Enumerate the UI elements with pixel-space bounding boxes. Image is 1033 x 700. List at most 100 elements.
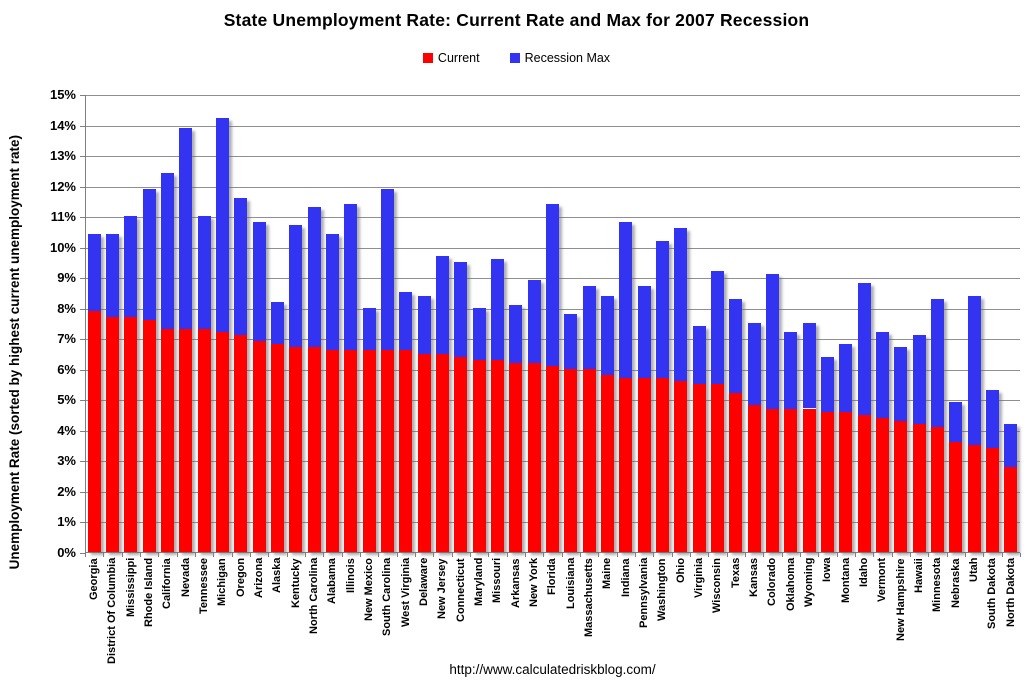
bar-montana bbox=[839, 344, 853, 552]
x-label-minnesota: Minnesota bbox=[931, 558, 944, 613]
bar-north-dakota bbox=[1004, 423, 1018, 552]
x-label-slot: Virginia bbox=[690, 558, 708, 698]
x-tick bbox=[470, 553, 471, 557]
current-segment bbox=[876, 417, 889, 552]
gridline-12pct bbox=[85, 186, 1020, 188]
x-label-slot: North Dakota bbox=[1002, 558, 1020, 698]
current-segment bbox=[124, 316, 138, 552]
bar-virginia bbox=[692, 326, 706, 552]
y-tick-label-5pct: 5% bbox=[57, 392, 76, 408]
x-label-slot: Georgia bbox=[85, 558, 103, 698]
x-tick bbox=[488, 553, 490, 557]
x-label-kansas: Kansas bbox=[748, 558, 761, 598]
x-label-louisiana: Louisiana bbox=[564, 558, 577, 610]
recession-max-segment bbox=[142, 188, 156, 320]
recession-max-segment bbox=[637, 286, 651, 378]
current-segment bbox=[161, 329, 174, 552]
recession-max-segment bbox=[161, 173, 174, 330]
x-label-oregon: Oregon bbox=[234, 558, 247, 598]
bar-north-carolina bbox=[307, 206, 321, 552]
current-segment bbox=[894, 420, 908, 552]
x-label-iowa: Iowa bbox=[821, 558, 834, 583]
x-label-slot: Tennessee bbox=[195, 558, 213, 698]
current-segment bbox=[197, 329, 211, 552]
bar-west-virginia bbox=[399, 292, 413, 552]
x-label-north-carolina: North Carolina bbox=[308, 558, 321, 635]
x-label-wyoming: Wyoming bbox=[803, 558, 816, 608]
x-label-slot: New York bbox=[525, 558, 543, 698]
recession-max-segment bbox=[747, 323, 761, 406]
x-label-hawaii: Hawaii bbox=[913, 558, 926, 593]
bar-georgia bbox=[87, 234, 101, 552]
x-label-slot: Mississippi bbox=[122, 558, 140, 698]
current-segment bbox=[179, 329, 193, 552]
bar-tennessee bbox=[197, 216, 211, 552]
x-label-new-hampshire: New Hampshire bbox=[894, 558, 907, 641]
bar-california bbox=[161, 173, 174, 552]
y-tick-3pct bbox=[80, 461, 85, 463]
x-label-slot: North Carolina bbox=[305, 558, 323, 698]
current-segment bbox=[564, 368, 578, 552]
current-segment bbox=[692, 384, 706, 552]
x-tick bbox=[635, 553, 636, 557]
x-label-indiana: Indiana bbox=[619, 558, 632, 597]
bar-minnesota bbox=[931, 298, 944, 552]
x-label-slot: Oregon bbox=[232, 558, 250, 698]
y-tick-label-10pct: 10% bbox=[49, 239, 76, 255]
current-segment bbox=[436, 353, 449, 552]
gridline-14pct bbox=[85, 125, 1020, 127]
x-label-washington: Washington bbox=[656, 558, 669, 621]
recession-max-segment bbox=[876, 332, 889, 418]
plot-area bbox=[85, 95, 1020, 553]
bar-iowa bbox=[821, 356, 834, 552]
y-tick-8pct bbox=[80, 308, 85, 310]
x-tick bbox=[708, 553, 710, 557]
current-segment bbox=[821, 411, 834, 552]
x-label-west-virginia: West Virginia bbox=[399, 558, 412, 628]
bar-kentucky bbox=[289, 225, 303, 552]
recession-max-segment bbox=[582, 286, 596, 369]
recession-max-segment bbox=[656, 240, 669, 378]
x-tick bbox=[543, 553, 545, 557]
recession-max-segment bbox=[179, 127, 193, 330]
bar-oklahoma bbox=[784, 332, 798, 552]
legend-item-current: Current bbox=[422, 51, 480, 65]
x-tick bbox=[946, 553, 948, 557]
current-segment bbox=[509, 362, 523, 552]
x-label-maryland: Maryland bbox=[473, 558, 486, 607]
x-tick bbox=[341, 553, 343, 557]
bar-wisconsin bbox=[711, 271, 724, 552]
recession-max-segment bbox=[857, 283, 871, 415]
bar-texas bbox=[729, 298, 743, 552]
current-segment bbox=[417, 353, 431, 552]
y-tick-label-2pct: 2% bbox=[57, 483, 76, 499]
x-label-slot: Nebraska bbox=[947, 558, 965, 698]
recession-max-segment bbox=[307, 206, 321, 348]
x-tick bbox=[140, 553, 141, 557]
bar-new-hampshire bbox=[894, 347, 908, 552]
recession-max-segment bbox=[674, 228, 688, 382]
x-label-slot: Indiana bbox=[617, 558, 635, 698]
bar-arkansas bbox=[509, 304, 523, 552]
x-label-georgia: Georgia bbox=[88, 558, 101, 600]
x-label-arkansas: Arkansas bbox=[509, 558, 522, 608]
recession-max-segment bbox=[949, 402, 963, 443]
x-tick bbox=[598, 553, 600, 557]
footer-url: http://www.calculatedriskblog.com/ bbox=[449, 662, 656, 677]
bar-ohio bbox=[674, 228, 688, 552]
x-label-slot: Pennsylvania bbox=[635, 558, 653, 698]
recession-max-segment bbox=[417, 295, 431, 354]
current-segment bbox=[582, 368, 596, 552]
x-label-rhode-island: Rhode Island bbox=[143, 558, 156, 628]
x-label-virginia: Virginia bbox=[693, 558, 706, 599]
recession-max-segment bbox=[912, 335, 926, 424]
x-tick bbox=[800, 553, 801, 557]
y-tick-label-0pct: 0% bbox=[57, 545, 76, 560]
x-tick bbox=[195, 553, 196, 557]
x-tick bbox=[983, 553, 985, 557]
bar-nevada bbox=[179, 127, 193, 552]
x-label-utah: Utah bbox=[968, 558, 981, 583]
current-segment bbox=[766, 408, 779, 552]
recession-max-segment bbox=[326, 234, 339, 351]
recession-max-segment bbox=[362, 307, 376, 351]
